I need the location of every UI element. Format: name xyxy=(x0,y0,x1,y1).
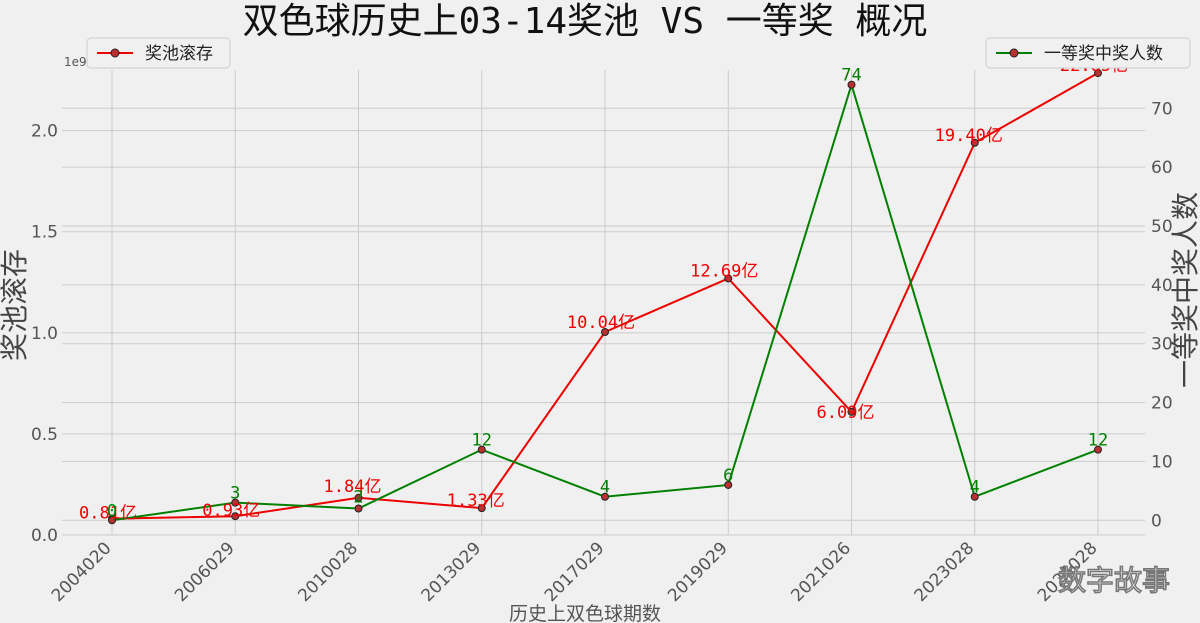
series-1-data-label: 12 xyxy=(472,431,492,451)
series-0-point xyxy=(970,138,979,147)
y-right-tick-label: 0 xyxy=(1151,511,1162,531)
y-right-tick-label: 60 xyxy=(1151,158,1173,178)
y-left-tick-label: 2.0 xyxy=(31,122,58,142)
series-1-point xyxy=(970,492,979,501)
series-1-data-label: 3 xyxy=(230,484,240,504)
series-1-data-label: 0 xyxy=(107,501,117,521)
series-1-data-label: 4 xyxy=(970,478,980,498)
x-axis-label: 历史上双色球期数 xyxy=(509,603,661,623)
series-1-point xyxy=(354,504,363,513)
series-0-data-label: 12.69亿 xyxy=(690,261,758,281)
series-1-point xyxy=(601,492,609,501)
series-1-data-label: 74 xyxy=(841,66,861,86)
series-0-point xyxy=(354,493,363,502)
y-left-tick-label: 1.5 xyxy=(31,223,58,243)
series-0-data-label: 1.33亿 xyxy=(447,491,505,511)
legend-right: 一等奖中奖人数 xyxy=(985,37,1191,69)
series-0-point xyxy=(231,512,240,521)
y-right-tick-label: 50 xyxy=(1151,217,1173,237)
y-right-axis-label: 一等奖中奖人数 xyxy=(1169,192,1200,388)
y-right-tick-label: 20 xyxy=(1151,394,1173,414)
y-left-tick-label: 1.0 xyxy=(31,324,58,344)
series-layer xyxy=(108,69,1102,525)
series-1-data-label: 12 xyxy=(1088,431,1108,451)
data-labels: 0.81亿 0.93亿 1.84亿 1.33亿 10.04亿 12.69亿 6.09亿 19.… xyxy=(79,56,1128,524)
legend-left-label: 奖池滚存 xyxy=(145,44,213,64)
series-0-point xyxy=(477,504,486,513)
y-left-tick-label: 0.0 xyxy=(31,526,58,546)
series-0-point xyxy=(1094,69,1102,78)
series-1-data-label: 4 xyxy=(600,478,610,498)
series-0-point xyxy=(724,274,733,283)
chart-title: 双色球历史上03-14奖池 VS 一等奖 概况 xyxy=(243,1,928,42)
grid xyxy=(62,70,1145,536)
y-right-tick-label: 70 xyxy=(1151,99,1173,119)
series-0-data-label: 1.84亿 xyxy=(324,477,382,497)
series-0-data-label: 0.81亿 xyxy=(79,504,137,524)
series-0-data-label: 6.09亿 xyxy=(817,403,875,423)
y-left-offset-text: 1e9 xyxy=(64,55,87,69)
series-1-point xyxy=(108,516,116,525)
series-0-point xyxy=(847,407,856,416)
series-1-point xyxy=(847,80,856,89)
y-left-tick-label: 0.5 xyxy=(31,425,58,445)
legend-right-label: 一等奖中奖人数 xyxy=(1044,44,1163,64)
series-1-point xyxy=(724,480,733,489)
legend-left: 奖池滚存 xyxy=(86,37,231,69)
series-1-data-label: 6 xyxy=(723,466,733,486)
y-right-tick-label: 40 xyxy=(1151,276,1173,296)
series-1-point xyxy=(231,498,240,507)
series-0-point xyxy=(601,328,609,337)
y-left-axis-label: 奖池滚存 xyxy=(0,249,31,361)
series-1-data-label: 2 xyxy=(353,488,363,508)
series-0-data-label: 0.93亿 xyxy=(202,501,260,521)
series-1-point xyxy=(1094,445,1102,454)
y-right-tick-label: 30 xyxy=(1151,335,1173,355)
series-0-data-label: 19.40亿 xyxy=(935,126,1003,146)
y-right-tick-label: 10 xyxy=(1151,452,1173,472)
watermark-text: 数字故事 xyxy=(1058,564,1170,597)
series-1-point xyxy=(477,445,486,454)
series-0-data-label: 10.04亿 xyxy=(567,313,635,333)
